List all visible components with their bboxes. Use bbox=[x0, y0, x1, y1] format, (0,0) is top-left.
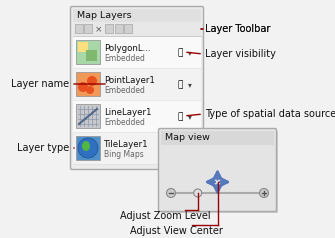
Text: LineLayer1: LineLayer1 bbox=[104, 108, 151, 117]
Bar bbox=[124, 24, 132, 33]
Text: ▾: ▾ bbox=[188, 113, 192, 122]
Text: Embedded: Embedded bbox=[104, 54, 145, 63]
Bar bbox=[76, 40, 100, 64]
Text: Layer Toolbar: Layer Toolbar bbox=[205, 24, 270, 34]
Text: Type of spatial data source: Type of spatial data source bbox=[205, 109, 335, 119]
Text: PointLayer1: PointLayer1 bbox=[104, 76, 155, 85]
Text: Bing Maps: Bing Maps bbox=[104, 150, 144, 159]
Bar bbox=[86, 50, 97, 61]
Circle shape bbox=[260, 188, 268, 198]
Bar bbox=[105, 24, 113, 33]
Bar bbox=[115, 24, 123, 33]
Text: Embedded: Embedded bbox=[104, 118, 145, 127]
Bar bbox=[73, 100, 201, 132]
Text: Layer name: Layer name bbox=[11, 79, 69, 89]
Text: Layer Toolbar: Layer Toolbar bbox=[205, 24, 270, 34]
Bar bbox=[73, 132, 201, 164]
Text: PolygonL...: PolygonL... bbox=[104, 44, 150, 53]
Circle shape bbox=[78, 138, 98, 158]
Text: Adjust View Center: Adjust View Center bbox=[130, 226, 223, 236]
Bar bbox=[75, 24, 83, 33]
Bar bbox=[76, 136, 100, 160]
Bar bbox=[76, 72, 100, 96]
Text: 👁: 👁 bbox=[177, 144, 183, 154]
Text: Adjust Zoom Level: Adjust Zoom Level bbox=[120, 211, 211, 221]
Bar bbox=[73, 68, 201, 100]
Circle shape bbox=[194, 189, 202, 197]
Bar bbox=[161, 131, 274, 145]
Text: Layer visibility: Layer visibility bbox=[205, 49, 276, 59]
Text: ▾: ▾ bbox=[188, 144, 192, 154]
Bar bbox=[76, 104, 100, 128]
Bar bbox=[73, 22, 201, 36]
Text: ×: × bbox=[95, 25, 103, 35]
Circle shape bbox=[87, 76, 97, 86]
Circle shape bbox=[78, 82, 88, 92]
Ellipse shape bbox=[82, 141, 90, 151]
Text: Map view: Map view bbox=[165, 134, 210, 143]
Text: 👁: 👁 bbox=[177, 113, 183, 122]
Text: Layer type: Layer type bbox=[17, 143, 69, 153]
Text: Embedded: Embedded bbox=[104, 86, 145, 95]
Text: 👁: 👁 bbox=[177, 49, 183, 58]
Text: Map Layers: Map Layers bbox=[77, 11, 132, 20]
Bar bbox=[73, 9, 201, 23]
Circle shape bbox=[166, 188, 176, 198]
Bar bbox=[84, 24, 92, 33]
Text: TileLayer1: TileLayer1 bbox=[104, 140, 149, 149]
Text: ▾: ▾ bbox=[188, 80, 192, 89]
Text: 👁: 👁 bbox=[177, 80, 183, 89]
Bar bbox=[73, 36, 201, 68]
FancyBboxPatch shape bbox=[161, 131, 278, 213]
FancyBboxPatch shape bbox=[70, 6, 203, 169]
Circle shape bbox=[86, 86, 94, 94]
Text: ▾: ▾ bbox=[188, 49, 192, 58]
FancyBboxPatch shape bbox=[158, 129, 276, 212]
Bar bbox=[78, 42, 88, 52]
